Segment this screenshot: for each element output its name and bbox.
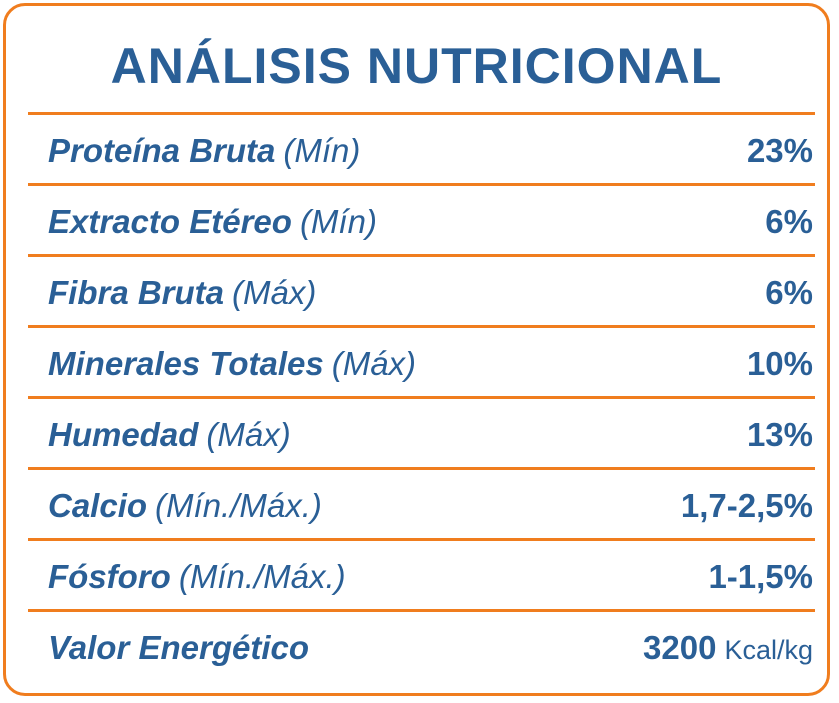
table-row: Valor Energético 3200 Kcal/kg: [28, 609, 815, 680]
nutrient-value: 6%: [765, 203, 813, 240]
nutrient-qualifier: (Mín): [283, 132, 361, 169]
row-label: Calcio (Mín./Máx.): [48, 470, 322, 538]
row-label: Extracto Etéreo (Mín): [48, 186, 377, 254]
table-row: Calcio (Mín./Máx.) 1,7-2,5%: [28, 467, 815, 538]
nutrient-value: 10%: [746, 345, 813, 382]
nutrient-value: 1-1,5%: [708, 558, 813, 595]
nutrient-name: Calcio: [48, 487, 148, 524]
nutrition-panel: ANÁLISIS NUTRICIONAL Proteína Bruta (Mín)…: [3, 3, 830, 696]
energy-number: 3200: [643, 629, 717, 666]
nutrient-name: Valor Energético: [48, 629, 310, 666]
row-label: Minerales Totales (Máx): [48, 328, 416, 396]
table-row: Fósforo (Mín./Máx.) 1-1,5%: [28, 538, 815, 609]
table-row: Minerales Totales (Máx) 10%: [28, 325, 815, 396]
nutrient-qualifier: (Mín./Máx.): [178, 558, 346, 595]
nutrient-value: 13%: [746, 416, 813, 453]
nutrient-value: 1,7-2,5%: [680, 487, 813, 524]
nutrition-table: Proteína Bruta (Mín) 23% Extracto Etéreo(…: [28, 112, 815, 680]
energy-unit: Kcal/kg: [724, 635, 813, 665]
table-row: Humedad (Máx) 13%: [28, 396, 815, 467]
nutrient-name: Proteína Bruta: [48, 132, 276, 169]
row-label: Fósforo (Mín./Máx.): [48, 541, 346, 609]
nutrient-name: Extracto Etéreo: [48, 203, 292, 240]
nutrient-qualifier: (Máx): [206, 416, 291, 453]
nutrient-qualifier: (Mín): [299, 203, 377, 240]
nutrient-name: Minerales Totales: [48, 345, 324, 382]
nutrient-value: 6%: [765, 274, 813, 311]
row-label: Humedad (Máx): [48, 399, 291, 467]
row-label: Proteína Bruta (Mín): [48, 115, 360, 183]
row-label: Valor Energético: [48, 612, 309, 680]
nutrient-qualifier: (Máx): [331, 345, 417, 382]
nutrient-qualifier: (Mín./Máx.): [155, 487, 322, 524]
table-row: Extracto Etéreo (Mín) 6%: [28, 183, 815, 254]
nutrient-name: Humedad: [48, 416, 199, 453]
nutrient-value: 23%: [746, 132, 813, 169]
table-row: Fibra Bruta (Máx) 6%: [28, 254, 815, 325]
table-row: Proteína Bruta (Mín) 23%: [28, 112, 815, 183]
nutrient-name: Fibra Bruta: [48, 274, 225, 311]
row-label: Fibra Bruta (Máx): [48, 257, 316, 325]
nutrient-qualifier: (Máx): [232, 274, 317, 311]
nutrient-name: Fósforo: [48, 558, 171, 595]
panel-title: ANÁLISIS NUTRICIONAL: [110, 38, 723, 94]
energy-value: 3200 Kcal/kg: [643, 612, 813, 680]
